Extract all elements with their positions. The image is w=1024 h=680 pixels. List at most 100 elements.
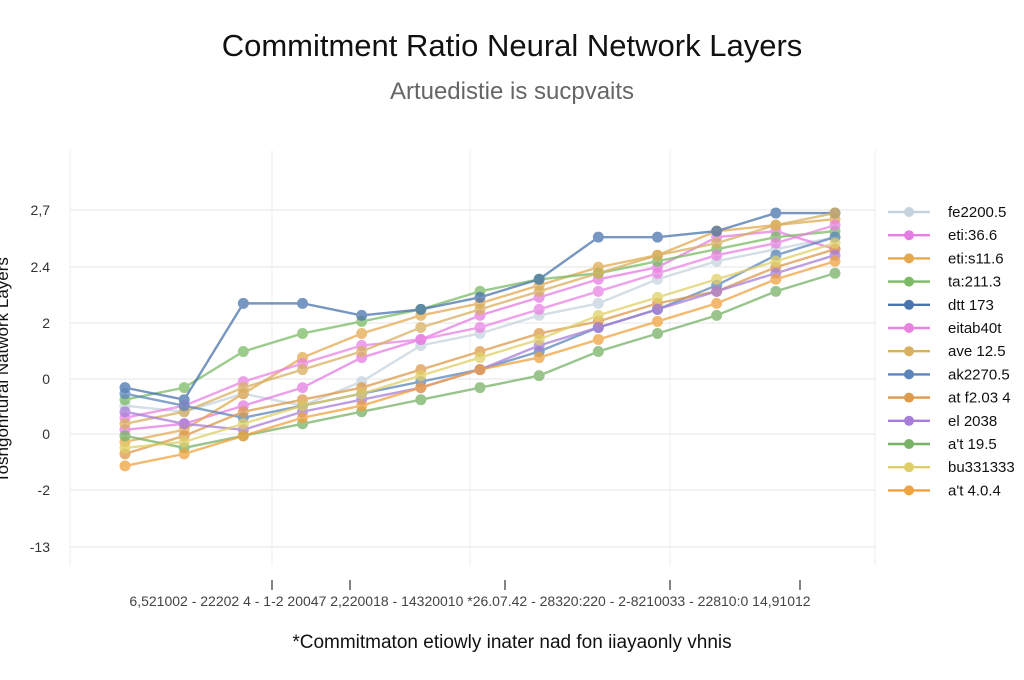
series-point [297,400,308,412]
series-point [592,231,604,243]
series-point [829,207,841,219]
y-tick-label: 2,7 [31,202,51,218]
series-point [592,321,604,333]
y-tick-layer: 2,7 2.4 2 0 0 -2 -13 [30,202,50,555]
series-group [119,207,841,406]
legend-swatch-dot [904,253,914,264]
legend-swatch-dot [904,276,914,287]
series-point [178,448,190,460]
y-tick-label: -2 [38,482,51,498]
chart-subtitle: Artuedistie is sucpvaits [389,78,635,105]
series-point [119,460,131,472]
series-point [474,291,486,303]
legend-swatch-dot [904,369,914,380]
series-point [237,406,249,418]
legend-swatch-dot [904,346,914,357]
series-point [415,370,427,382]
series-point [711,225,723,237]
series-point [533,352,545,364]
legend-swatch-dot [904,299,914,310]
legend-label: eti:36.6 [948,227,997,244]
series-point [652,315,663,327]
series-point [652,231,663,243]
series-point [119,442,131,454]
series-point [829,255,841,267]
chart-title: Commitment Ratio Neural Network Layers [221,28,803,63]
series-group [119,207,841,430]
legend-swatch-dot [904,230,914,241]
series-point [770,219,782,231]
legend-swatch-dot [904,439,914,449]
legend-swatch-dot [904,207,914,217]
legend-label: el 2038 [948,413,997,430]
series-point [592,333,604,345]
series-point [711,309,723,321]
series-point [474,352,486,364]
series-point [237,297,249,309]
series-point [415,333,427,345]
series-point [652,291,663,303]
series-point [711,285,723,297]
series-point [237,346,249,358]
series-point [652,267,663,279]
series-point [415,394,427,406]
series-point [415,303,427,315]
series-point [533,273,545,285]
series-point [297,364,308,376]
series-point [474,382,486,394]
legend-label: a't 19.5 [948,436,997,453]
series-point [178,400,190,412]
legend-label: ta:211.3 [948,274,1001,291]
legend-swatch-dot [904,462,914,473]
series-point [356,400,368,412]
series-point [119,406,131,418]
series-point [119,430,131,442]
series-point [119,388,131,400]
series-point [297,412,308,424]
series-point [770,285,782,297]
legend-label: eti:s11.6 [948,250,1004,267]
legend-label: eitab40t [948,320,1002,337]
y-tick-label: 2.4 [31,259,51,275]
series-point [533,370,545,382]
legend-label: a't 4.0.4 [948,482,1001,499]
series-point [652,303,663,315]
y-tick-label: 0 [42,371,50,387]
series-point [356,327,368,339]
y-tick-label: 2 [42,315,50,331]
series-point [829,267,841,279]
series-point [711,237,723,249]
series-point [652,249,663,261]
series-point [592,285,604,297]
legend-swatch-dot [904,392,914,403]
legend-swatch-dot [904,323,914,333]
series-point [533,333,545,345]
series-point [711,249,723,261]
series-point [770,273,782,285]
y-axis-label: Tosngonrtural Natwork Layers [0,257,12,483]
y-tick-label: -13 [30,539,50,555]
series-point [237,418,249,430]
series-point [415,382,427,394]
series-group [119,237,841,454]
series-point [533,303,545,315]
series-point [474,364,486,376]
series-point [770,237,782,249]
series-point [474,303,486,315]
series-point [533,285,545,297]
y-tick-label: 0 [42,426,50,442]
series-point [711,273,723,285]
series-point [297,297,308,309]
series-point [237,430,249,442]
chart-footnote: *Commitmaton etiowly inater nad fon iiay… [292,632,732,653]
legend-label: ak2270.5 [948,366,1010,383]
series-point [356,309,368,321]
legend-swatch-dot [904,485,914,496]
legend-swatch-dot [904,415,914,426]
series-point [415,321,427,333]
legend-label: at f2.03 4 [948,390,1011,407]
x-tick-labels: 6,521002 - 22202 4 - 1-2 20047 2,220018 … [129,593,810,609]
series-point [297,382,308,394]
series-point [829,219,841,231]
legend-label: ave 12.5 [948,343,1006,360]
